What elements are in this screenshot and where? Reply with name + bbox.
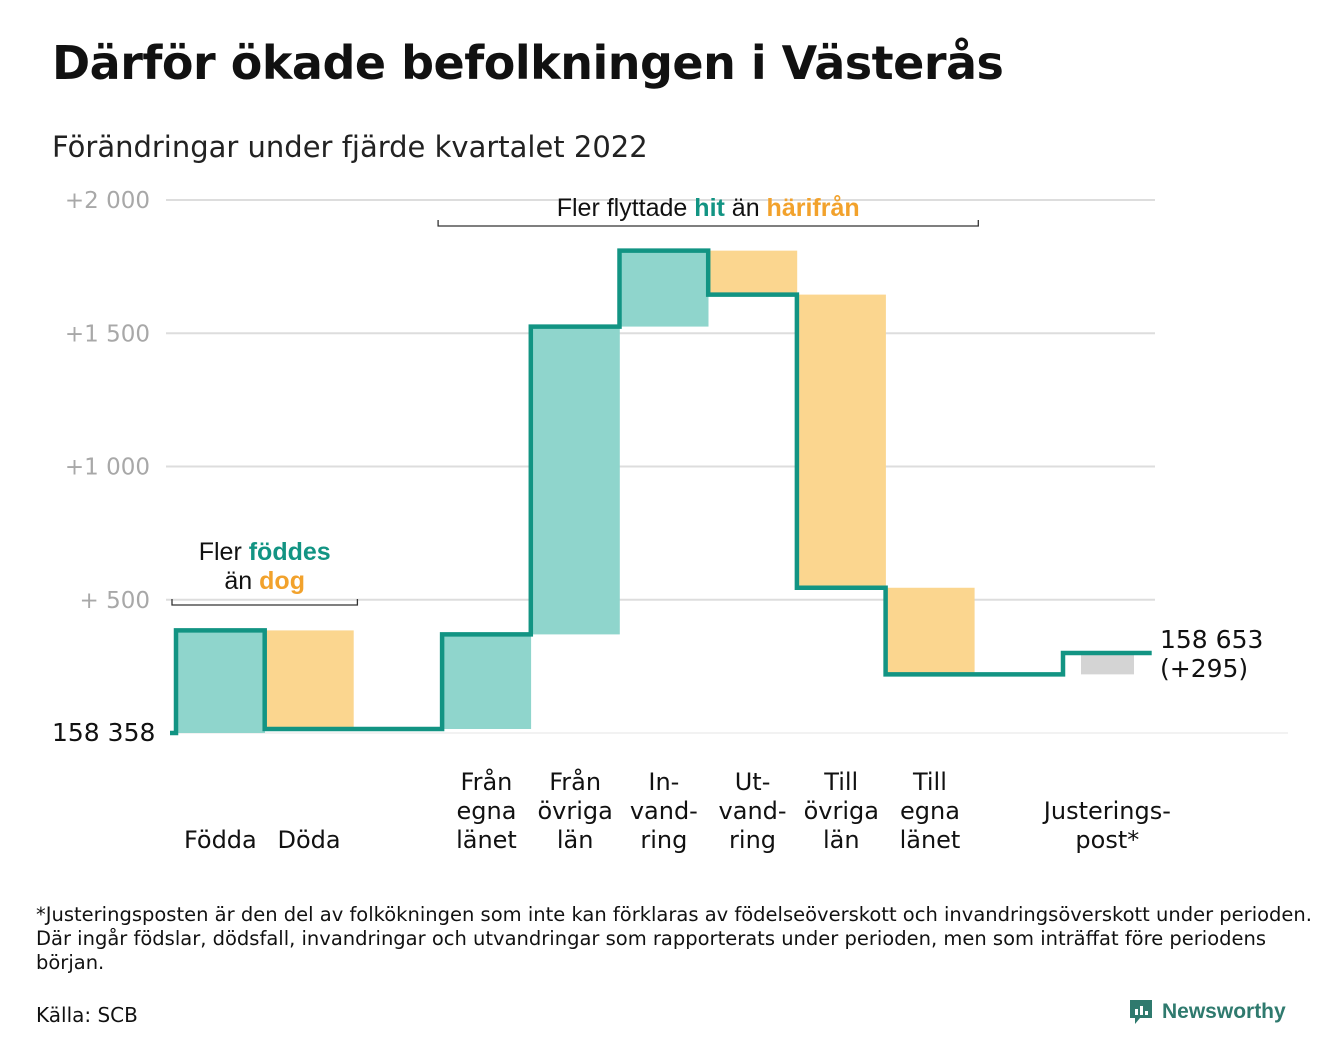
x-category-label: Ut-	[735, 768, 771, 796]
waterfall-bar	[708, 250, 798, 295]
annotation-bracket	[171, 599, 359, 606]
annotation-text: än dog	[224, 567, 305, 595]
chart-title: Därför ökade befolkningen i Västerås	[52, 36, 1004, 90]
end-value-label: 158 653	[1160, 625, 1263, 654]
waterfall-bar	[530, 326, 620, 635]
end-value-label: (+295)	[1160, 654, 1248, 683]
chart-subtitle: Förändringar under fjärde kvartalet 2022	[52, 130, 648, 164]
waterfall-bar	[1081, 653, 1134, 675]
x-category-label: Från	[549, 767, 601, 796]
line-layer	[170, 248, 1152, 736]
x-category-label: län	[557, 826, 594, 854]
waterfall-bar	[264, 630, 354, 730]
x-category-label: Från	[461, 767, 513, 796]
x-category-label: länet	[900, 826, 961, 854]
x-category-label: ring	[640, 826, 687, 854]
annotation-bracket	[437, 220, 979, 227]
source-note: Källa: SCB	[36, 1003, 138, 1027]
waterfall-bar	[796, 294, 886, 588]
annotation-text: Fler flyttade hit än härifrån	[557, 194, 860, 222]
y-tick-label: +1 000	[65, 455, 150, 481]
footnote: *Justeringsposten är den del av folkökni…	[36, 903, 1312, 974]
x-category-label: Justerings-	[1042, 797, 1171, 825]
x-category-label: Till	[912, 768, 947, 796]
x-category-label: egna	[456, 797, 516, 825]
cumulative-step-line	[170, 248, 1152, 736]
y-tick-label: +1 500	[65, 321, 150, 347]
bar-layer	[176, 250, 1134, 733]
waterfall-bar	[619, 250, 709, 327]
waterfall-bar	[176, 630, 265, 733]
waterfall-bar	[442, 634, 532, 730]
y-tick-label: + 500	[80, 588, 150, 614]
x-category-label: övriga	[804, 797, 879, 825]
brand: Newsworthy	[1128, 998, 1286, 1026]
x-category-label: post*	[1075, 826, 1139, 854]
waterfall-bar	[885, 587, 975, 675]
brand-name: Newsworthy	[1162, 1000, 1286, 1023]
newsworthy-logo-icon	[1130, 1000, 1152, 1024]
x-category-label: Till	[823, 768, 858, 796]
x-category-label: ring	[729, 826, 776, 854]
x-category-label: Döda	[277, 826, 340, 854]
x-category-label: In-	[648, 768, 679, 796]
x-category-label: vand-	[630, 797, 698, 825]
x-category-label: Födda	[184, 826, 257, 854]
waterfall-chart: +2 000 +1 500 +1 000 + 500 158 358 158 653(+…	[52, 188, 1288, 854]
start-value-label: 158 358	[52, 718, 155, 747]
y-tick-label: +2 000	[65, 188, 150, 214]
grid-layer: +2 000 +1 500 +1 000 + 500	[65, 188, 1288, 734]
x-category-label: län	[823, 826, 860, 854]
x-category-label: länet	[456, 826, 517, 854]
x-category-label: övriga	[537, 797, 612, 825]
annotation-text: Fler föddes	[199, 538, 331, 566]
x-category-label: egna	[900, 797, 960, 825]
x-category-label: vand-	[719, 797, 787, 825]
